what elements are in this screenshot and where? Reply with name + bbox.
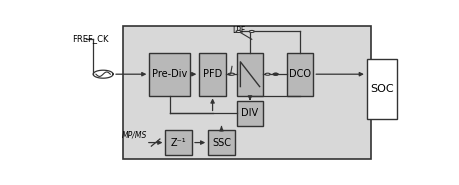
Bar bbox=[236, 100, 263, 126]
Circle shape bbox=[272, 73, 277, 75]
Circle shape bbox=[249, 31, 254, 32]
Bar bbox=[149, 53, 190, 96]
Bar bbox=[123, 26, 370, 159]
Text: MP/MS: MP/MS bbox=[121, 131, 146, 140]
Text: DCO: DCO bbox=[288, 69, 310, 79]
Text: Pre-Div: Pre-Div bbox=[152, 69, 187, 79]
Bar bbox=[165, 130, 192, 155]
Text: DIV: DIV bbox=[241, 108, 258, 118]
Circle shape bbox=[273, 73, 277, 75]
Circle shape bbox=[264, 73, 269, 75]
Text: Z⁻¹: Z⁻¹ bbox=[171, 138, 186, 148]
Circle shape bbox=[229, 73, 234, 75]
Bar bbox=[199, 53, 225, 96]
Bar bbox=[366, 59, 396, 119]
Text: SSC: SSC bbox=[212, 138, 230, 148]
Circle shape bbox=[235, 31, 241, 32]
Bar bbox=[236, 53, 263, 96]
Text: LPF: LPF bbox=[232, 26, 245, 35]
Text: SOC: SOC bbox=[369, 84, 393, 94]
Text: FREF_CK: FREF_CK bbox=[72, 34, 108, 43]
Text: PFD: PFD bbox=[202, 69, 222, 79]
Bar bbox=[286, 53, 313, 96]
Circle shape bbox=[228, 73, 233, 75]
Bar bbox=[207, 130, 235, 155]
